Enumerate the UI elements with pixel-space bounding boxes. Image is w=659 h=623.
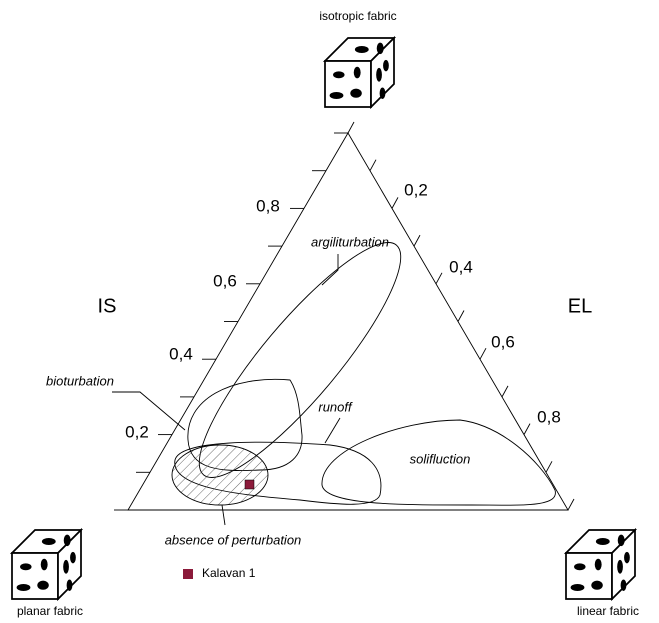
- region-label: argiliturbation: [311, 234, 389, 249]
- tick: [347, 121, 355, 134]
- right-tick-label: 0,8: [537, 407, 561, 426]
- region-label: absence of perturbation: [165, 532, 302, 547]
- axis-left: IS: [98, 295, 117, 317]
- leader: [321, 254, 339, 286]
- left-tick-label: 0,8: [256, 196, 280, 215]
- tick: [413, 234, 421, 247]
- legend-swatch: [183, 569, 193, 579]
- tick: [501, 385, 509, 398]
- solifluction-region: [321, 419, 556, 506]
- cube-left: [11, 529, 82, 600]
- tick: [523, 423, 531, 435]
- left-tick-label: 0,2: [125, 422, 149, 441]
- right-tick-label: 0,2: [404, 180, 428, 199]
- kalavan-point: [244, 479, 255, 490]
- leader: [221, 504, 226, 526]
- left-tick-label: 0,6: [213, 271, 237, 290]
- legend-label: Kalavan 1: [202, 566, 256, 580]
- tick: [369, 159, 377, 171]
- right-tick-label: 0,6: [491, 332, 515, 351]
- ticks: [114, 121, 575, 511]
- axis-right: EL: [568, 295, 592, 317]
- right-label: linear fabric: [577, 604, 639, 618]
- region-label: bioturbation: [46, 373, 114, 388]
- cube-right: [565, 529, 636, 600]
- tick: [479, 347, 487, 360]
- tick: [435, 272, 443, 285]
- cube-top: [324, 37, 395, 108]
- leader: [324, 417, 341, 444]
- tick: [567, 498, 575, 511]
- right-tick-label: 0,4: [449, 257, 473, 276]
- left-tick-label: 0,4: [169, 344, 193, 363]
- tick: [391, 197, 399, 209]
- region-label: solifluction: [410, 451, 471, 466]
- tick: [545, 461, 553, 473]
- region-label: runoff: [318, 399, 353, 414]
- leader: [112, 391, 186, 431]
- tick: [457, 310, 465, 322]
- top-label: isotropic fabric: [319, 9, 396, 23]
- left-label: planar fabric: [17, 604, 83, 618]
- absence-region: [171, 444, 269, 506]
